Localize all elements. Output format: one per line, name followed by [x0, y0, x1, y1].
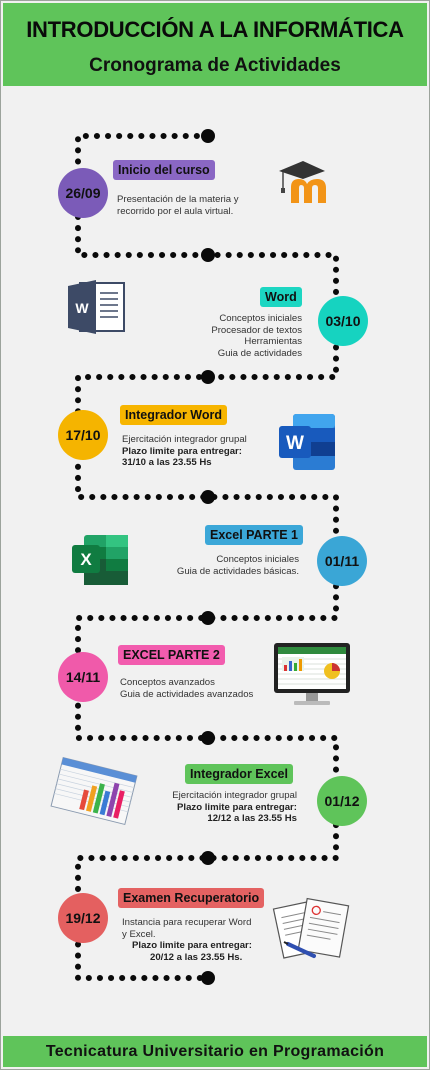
svg-text:W: W	[75, 300, 89, 316]
spreadsheet-chart-icon	[50, 756, 138, 826]
svg-text:X: X	[80, 550, 92, 569]
date-circle-5: 14/11	[58, 652, 108, 702]
activity-label-4: Excel PARTE 1	[205, 525, 304, 545]
activity-desc-7: Instancia para recuperar Word y Excel. P…	[122, 917, 252, 963]
activity-label-1: Inicio del curso	[113, 160, 215, 180]
activity-desc-1: Presentación de la materia y recorrido p…	[117, 194, 239, 217]
activity-desc-5: Conceptos avanzados Guia de actividades …	[120, 677, 254, 700]
activity-desc-2: Conceptos iniciales Procesador de textos…	[211, 313, 302, 359]
word-document-icon: W	[68, 280, 125, 334]
page-title: INTRODUCCIÓN A LA INFORMÁTICA	[26, 17, 404, 42]
svg-text:W: W	[286, 433, 304, 454]
footer-banner: Tecnicatura Universitario en Programació…	[3, 1036, 427, 1067]
activity-label-2: Word	[260, 287, 302, 307]
activity-label-3: Integrador Word	[120, 405, 227, 425]
date-circle-3: 17/10	[58, 410, 108, 460]
word-app-icon: W	[279, 414, 335, 470]
activity-desc-3: Ejercitación integrador grupal Plazo lim…	[122, 434, 247, 468]
activity-label-7: Examen Recuperatorio	[118, 888, 265, 908]
date-circle-2: 03/10	[318, 296, 368, 346]
monitor-spreadsheet-icon	[274, 643, 350, 705]
date-circle-6: 01/12	[317, 776, 367, 826]
page-subtitle: Cronograma de Actividades	[89, 55, 341, 76]
activity-desc-4: Conceptos iniciales Guia de actividades …	[176, 554, 299, 577]
activity-label-6: Integrador Excel	[185, 764, 293, 784]
date-circle-1: 26/09	[58, 168, 108, 218]
moodle-logo-icon	[279, 161, 326, 203]
activity-label-5: EXCEL PARTE 2	[118, 645, 225, 665]
date-circle-4: 01/11	[317, 536, 367, 586]
activity-desc-6: Ejercitación integrador grupal Plazo lim…	[172, 790, 297, 824]
exam-papers-icon	[272, 897, 350, 959]
date-circle-7: 19/12	[58, 893, 108, 943]
footer-text: Tecnicatura Universitario en Programació…	[45, 1043, 385, 1060]
excel-app-icon: X	[72, 535, 128, 585]
header-banner: INTRODUCCIÓN A LA INFORMÁTICA Cronograma…	[3, 3, 427, 86]
